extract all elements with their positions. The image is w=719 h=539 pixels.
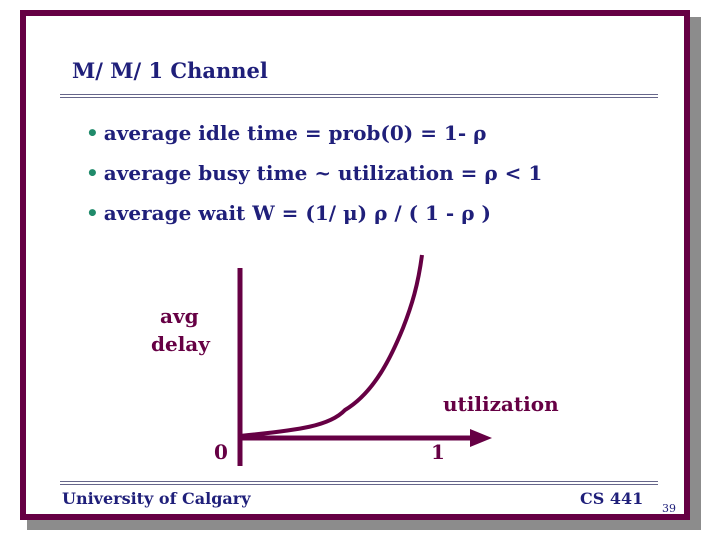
bullet-dot-icon: • (86, 121, 99, 145)
bullet-dot-icon: • (86, 201, 99, 225)
footer-rule-top (60, 481, 658, 482)
x-axis-label: utilization (443, 392, 559, 416)
y-axis-label-delay: delay (151, 332, 210, 356)
bullet-item: • average wait W = (1/ μ) ρ / ( 1 - ρ ) (86, 198, 542, 238)
footer-university: University of Calgary (62, 489, 251, 508)
delay-curve (239, 254, 424, 438)
x-tick-label: 1 (431, 440, 445, 464)
footer-course: CS 441 (580, 489, 644, 508)
y-axis-label-avg: avg (160, 304, 199, 328)
bullet-text: average busy time ~ utilization = ρ < 1 (103, 161, 543, 185)
bullet-text: average idle time = prob(0) = 1- ρ (103, 121, 487, 145)
page-number: 39 (662, 502, 676, 515)
title-rule-bottom (60, 97, 658, 98)
bullet-text: average wait W = (1/ μ) ρ / ( 1 - ρ ) (103, 201, 491, 225)
origin-label: 0 (214, 440, 228, 464)
slide-title: M/ M/ 1 Channel (72, 58, 268, 83)
x-axis-arrowhead-icon (470, 429, 492, 447)
bullet-list: • average idle time = prob(0) = 1- ρ • ave… (86, 118, 542, 238)
bullet-dot-icon: • (86, 161, 99, 185)
bullet-item: • average busy time ~ utilization = ρ < 1 (86, 158, 542, 198)
title-rule-top (60, 94, 658, 95)
bullet-item: • average idle time = prob(0) = 1- ρ (86, 118, 542, 158)
slide-frame (20, 10, 690, 520)
footer-rule-bottom (60, 484, 658, 485)
